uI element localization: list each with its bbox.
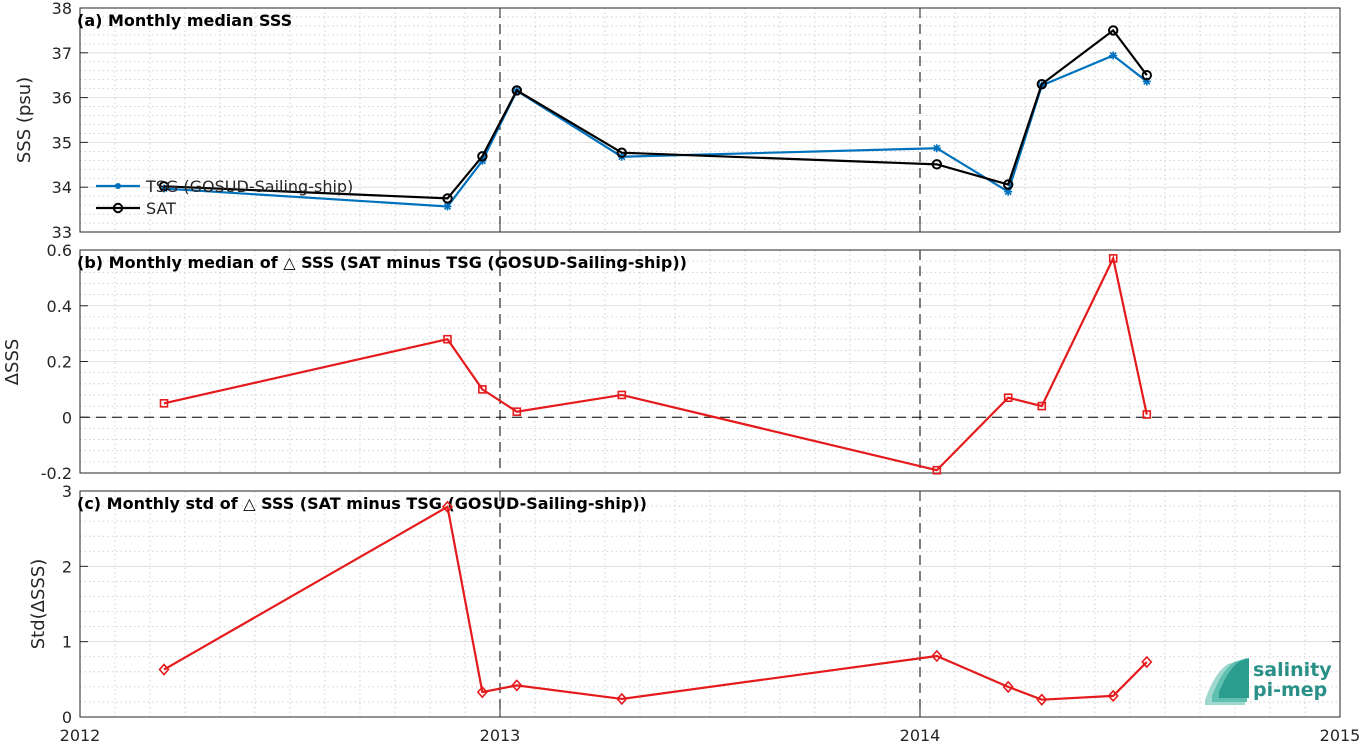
data-point (1002, 680, 1014, 694)
data-point (932, 465, 942, 475)
salinity-pi-mep-logo: salinity pi-mep (1205, 658, 1332, 705)
data-point-center (445, 204, 450, 209)
data-point-center (1111, 53, 1116, 58)
y-tick-label: 33 (52, 223, 72, 242)
axes-frame (79, 7, 1341, 233)
y-tick-label: 34 (52, 178, 72, 197)
data-point (158, 663, 170, 676)
panel-a: 33 34 35 36 37 38 SSS (psu) (a) Monthly median … (14, 0, 1341, 242)
data-point (931, 649, 943, 663)
data-point (931, 159, 942, 170)
y-tick-label: -0.2 (41, 464, 72, 483)
data-point (1141, 655, 1153, 669)
y-tick-label: 36 (52, 89, 72, 108)
y-tick-label: 2 (62, 557, 72, 576)
y-axis-label: SSS (psu) (14, 77, 35, 163)
legend-marker (112, 202, 124, 214)
panel-title: (a) Monthly median SSS (77, 11, 292, 30)
data-point-center (1144, 79, 1149, 84)
data-point (511, 85, 522, 96)
x-tick-label: 2015 (1320, 726, 1361, 745)
data-point (1037, 401, 1047, 411)
data-point (443, 334, 452, 344)
y-tick-label: 0 (62, 708, 72, 727)
data-point (442, 193, 453, 204)
legend-label: TSG (GOSUD-Sailing-ship) (145, 177, 353, 196)
series-line (163, 54, 1148, 208)
x-tick-label: 2013 (480, 726, 521, 745)
data-point-center (1006, 189, 1011, 194)
panel-title: (c) Monthly std of △ SSS (SAT minus TSG … (77, 494, 647, 513)
data-point (511, 679, 523, 692)
data-point (1108, 25, 1119, 36)
y-tick-label: 37 (52, 44, 72, 63)
data-point (616, 692, 628, 706)
legend: TSG (GOSUD-Sailing-ship) SAT (96, 177, 353, 218)
x-tick-label: 2012 (60, 726, 101, 745)
data-point (441, 500, 454, 514)
data-point (1003, 393, 1013, 403)
data-point (1107, 689, 1119, 703)
y-tick-label: 0.4 (47, 297, 72, 316)
data-point (1003, 179, 1014, 190)
y-tick-label: 1 (62, 633, 72, 652)
y-tick-label: 38 (52, 0, 72, 18)
logo-line2: pi-mep (1253, 679, 1327, 701)
series-line (163, 505, 1148, 701)
data-point (616, 147, 627, 158)
data-point (1036, 78, 1048, 90)
series-line (163, 255, 1148, 472)
data-point (158, 181, 170, 192)
wave-logo-icon (1205, 658, 1249, 705)
data-point (159, 399, 169, 408)
panel-title: (b) Monthly median of △ SSS (SAT minus T… (77, 253, 687, 272)
data-point (476, 685, 488, 699)
y-tick-label: 3 (62, 482, 72, 501)
data-point (1036, 693, 1048, 706)
panel-c: 0 1 2 3 2012 2013 2014 2015 Std(ΔSSS) (c) Monthly… (28, 482, 1360, 745)
data-point (478, 385, 487, 394)
y-axis-label: Std(ΔSSS) (28, 559, 49, 650)
y-tick-label: 0.6 (47, 241, 72, 260)
logo-line1: salinity (1253, 659, 1332, 681)
data-point (1141, 70, 1153, 81)
data-point (1108, 254, 1118, 263)
data-point (1142, 410, 1152, 419)
legend-label: SAT (146, 199, 176, 218)
data-point (477, 151, 488, 162)
axes-frame (79, 490, 1341, 718)
x-tick-label: 2014 (900, 726, 941, 745)
data-point (617, 390, 627, 400)
data-point (512, 407, 522, 416)
panel-b: -0.2 0 0.2 0.4 0.6 ΔSSS (b) Monthly median of … (2, 241, 1341, 483)
series-line (163, 28, 1148, 200)
legend-marker (115, 183, 121, 189)
data-point-center (934, 146, 939, 151)
y-tick-label: 0.2 (47, 353, 72, 372)
y-axis-label: ΔSSS (2, 339, 23, 386)
y-tick-label: 35 (52, 133, 72, 152)
y-tick-label: 0 (62, 408, 72, 427)
